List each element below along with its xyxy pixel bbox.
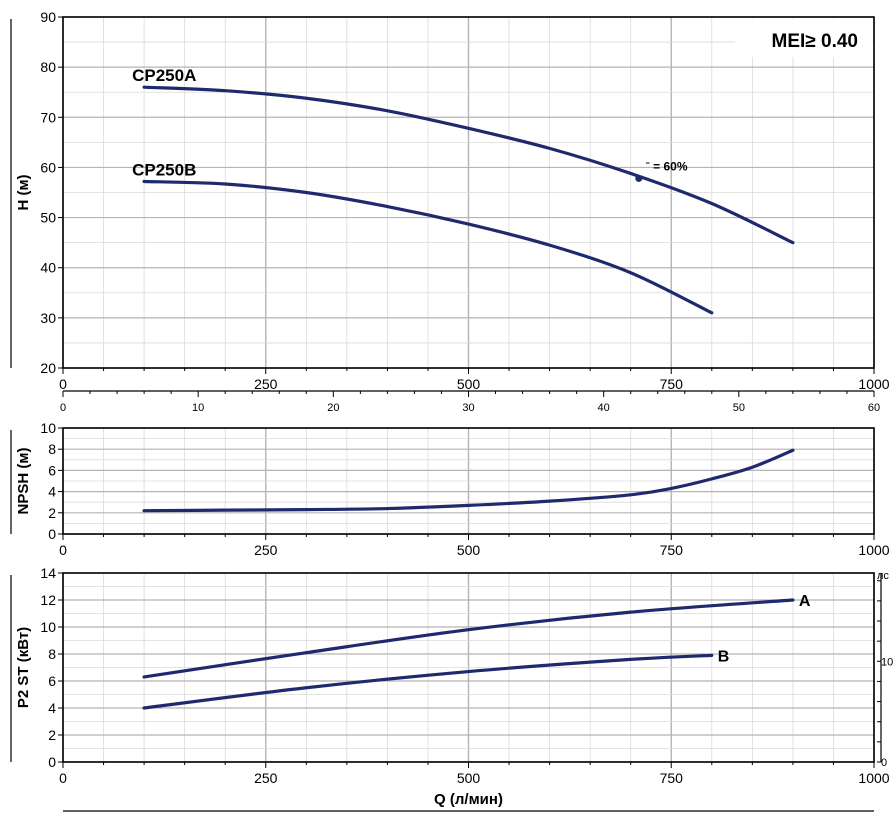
x-tick-label: 1000	[858, 770, 889, 786]
y-tick-label: 12	[40, 592, 56, 608]
right-axis-unit: лс	[877, 570, 889, 582]
y-tick-label: 40	[40, 260, 56, 276]
y-tick-label: 70	[40, 109, 56, 125]
y-tick-label: 2	[48, 505, 56, 521]
series-label: B	[718, 648, 730, 665]
series-label: CP250B	[132, 160, 196, 179]
y-tick-label: 80	[40, 59, 56, 75]
x-tick-label: 750	[660, 770, 684, 786]
secondary-x-tick-label: 60	[868, 402, 880, 414]
series-label: A	[799, 593, 811, 610]
series-line-cp250b	[142, 179, 714, 315]
x-tick-label: 1000	[858, 542, 889, 558]
y-tick-label: 14	[40, 565, 56, 581]
series-line-b	[142, 653, 714, 710]
secondary-x-tick-label: 20	[327, 402, 339, 414]
y-tick-label: 60	[40, 159, 56, 175]
efficiency-annotation: ˉ = 60%	[646, 159, 688, 173]
secondary-x-tick-label: 30	[462, 402, 474, 414]
y-axis-label: H (м)	[15, 174, 32, 210]
x-axis-label: Q (л/мин)	[434, 791, 503, 808]
right-tick-label: 0	[881, 757, 887, 769]
y-tick-label: 10	[40, 619, 56, 635]
x-tick-label: 250	[254, 770, 278, 786]
y-tick-label: 6	[48, 462, 56, 478]
x-tick-label: 0	[59, 376, 67, 392]
x-tick-label: 0	[59, 770, 67, 786]
secondary-x-tick-label: 10	[192, 402, 204, 414]
y-axis-label: P2 ST (кВт)	[15, 627, 32, 708]
y-tick-label: 0	[48, 754, 56, 770]
y-tick-label: 6	[48, 673, 56, 689]
series-label: CP250A	[132, 66, 196, 85]
y-tick-label: 8	[48, 441, 56, 457]
x-tick-label: 250	[254, 376, 278, 392]
y-axis-label: NPSH (м)	[15, 448, 32, 515]
y-tick-label: 0	[48, 526, 56, 542]
mei-badge: MEI≥ 0.40	[772, 31, 858, 52]
series-line-a	[142, 598, 795, 679]
series-line-npsh	[142, 448, 795, 513]
secondary-x-tick-label: 40	[598, 402, 610, 414]
x-tick-label: 750	[660, 376, 684, 392]
secondary-x-tick-label: 50	[733, 402, 745, 414]
y-tick-label: 30	[40, 310, 56, 326]
y-tick-label: 2	[48, 727, 56, 743]
x-tick-label: 500	[457, 770, 481, 786]
y-tick-label: 4	[48, 484, 56, 500]
x-tick-label: 750	[660, 542, 684, 558]
y-tick-label: 90	[40, 9, 56, 25]
right-tick-label: 10	[881, 656, 893, 668]
x-tick-label: 500	[457, 376, 481, 392]
y-tick-label: 4	[48, 700, 56, 716]
badge-background	[735, 19, 872, 57]
secondary-x-tick-label: 0	[60, 402, 66, 414]
x-tick-label: 500	[457, 542, 481, 558]
series-line-cp250a	[142, 85, 795, 245]
y-tick-label: 10	[40, 420, 56, 436]
efficiency-point	[635, 174, 643, 182]
x-tick-label: 1000	[858, 376, 889, 392]
y-tick-label: 20	[40, 360, 56, 376]
x-tick-label: 250	[254, 542, 278, 558]
x-tick-label: 0	[59, 542, 67, 558]
y-tick-label: 50	[40, 210, 56, 226]
y-tick-label: 8	[48, 646, 56, 662]
